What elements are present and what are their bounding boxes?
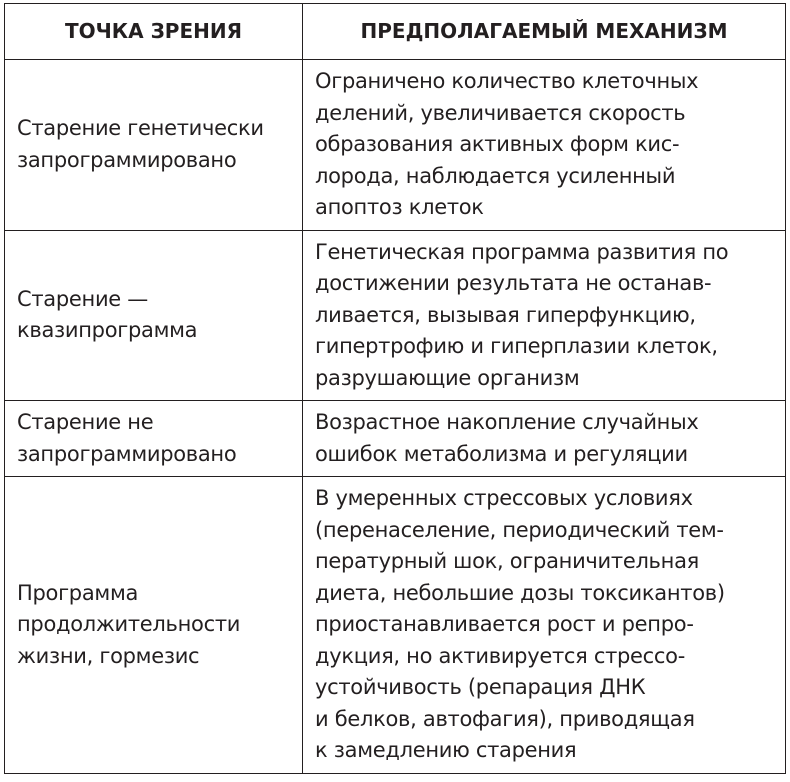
text-line: разрушающие организм: [315, 365, 580, 390]
text-line: достижении результата не останав-: [315, 271, 712, 295]
text-line: диета, небольшие дозы токсикантов): [315, 580, 725, 605]
mechanism-cell: Возрастное накопление случайных ошибок ме…: [302, 400, 786, 477]
text-line: Старение генетически: [17, 116, 264, 141]
mechanism-cell: Ограничено количество клеточных делений, …: [302, 59, 786, 231]
table-row: Старение — квазипрограмма Генетическая про…: [4, 229, 786, 401]
text-line: ливается, вызывая гиперфункцию,: [315, 302, 696, 327]
text-line: гипертрофию и гиперплазии клеток,: [315, 334, 718, 358]
text-line: запрограммировано: [17, 147, 237, 172]
text-line: ошибок метаболизма и регуляции: [315, 441, 688, 466]
table-row: Старение не запрограммировано Возрастное н…: [4, 400, 786, 477]
viewpoint-cell: Программа продолжительности жизни, гормези…: [4, 476, 303, 774]
text-line: устойчивость (репарация ДНК: [315, 675, 646, 699]
header-mechanism: ПРЕДПОЛАГАЕМЫЙ МЕХАНИЗМ: [302, 3, 786, 60]
table-row: Старение генетически запрограммировано Огр…: [4, 59, 786, 231]
text-line: образования активных форм кис-: [315, 132, 680, 156]
header-viewpoint: ТОЧКА ЗРЕНИЯ: [4, 3, 303, 60]
text-line: делений, увеличивается скорость: [315, 100, 686, 125]
text-line: запрограммировано: [17, 441, 237, 466]
text-line: Старение —: [17, 286, 148, 311]
text-line: апоптоз клеток: [315, 195, 484, 219]
mechanism-cell: Генетическая программа развития по достиж…: [302, 229, 786, 401]
text-line: Программа: [17, 580, 139, 605]
viewpoint-cell: Старение генетически запрограммировано: [4, 59, 303, 231]
text-line: Возрастное накопление случайных: [315, 410, 699, 434]
aging-theories-table: ТОЧКА ЗРЕНИЯ ПРЕДПОЛАГАЕМЫЙ МЕХАНИЗМ Ста…: [4, 3, 786, 774]
table-row: Программа продолжительности жизни, гормези…: [4, 476, 786, 774]
viewpoint-cell: Старение не запрограммировано: [4, 400, 303, 477]
text-line: квазипрограмма: [17, 318, 198, 343]
text-line: В умеренных стрессовых условиях: [315, 486, 693, 510]
text-line: дукция, но активируется стрессо-: [315, 643, 685, 668]
text-line: Генетическая программа развития по: [315, 239, 729, 264]
text-line: продолжительности: [17, 612, 241, 636]
text-line: приостанавливается рост и репро-: [315, 612, 694, 636]
header-row: ТОЧКА ЗРЕНИЯ ПРЕДПОЛАГАЕМЫЙ МЕХАНИЗМ: [4, 3, 786, 60]
text-line: жизни, гормезис: [17, 643, 200, 668]
viewpoint-cell: Старение — квазипрограмма: [4, 229, 303, 401]
text-line: и белков, автофагия), приводящая: [315, 706, 695, 731]
text-line: (перенаселение, периодический тем-: [315, 517, 724, 542]
text-line: Ограничено количество клеточных: [315, 69, 699, 93]
mechanism-cell: В умеренных стрессовых условиях (перенасе…: [302, 476, 786, 774]
text-line: Старение не: [17, 410, 154, 434]
text-line: пературный шок, ограничительная: [315, 549, 699, 573]
text-line: лорода, наблюдается усиленный: [315, 163, 676, 188]
text-line: к замедлению старения: [315, 738, 577, 762]
